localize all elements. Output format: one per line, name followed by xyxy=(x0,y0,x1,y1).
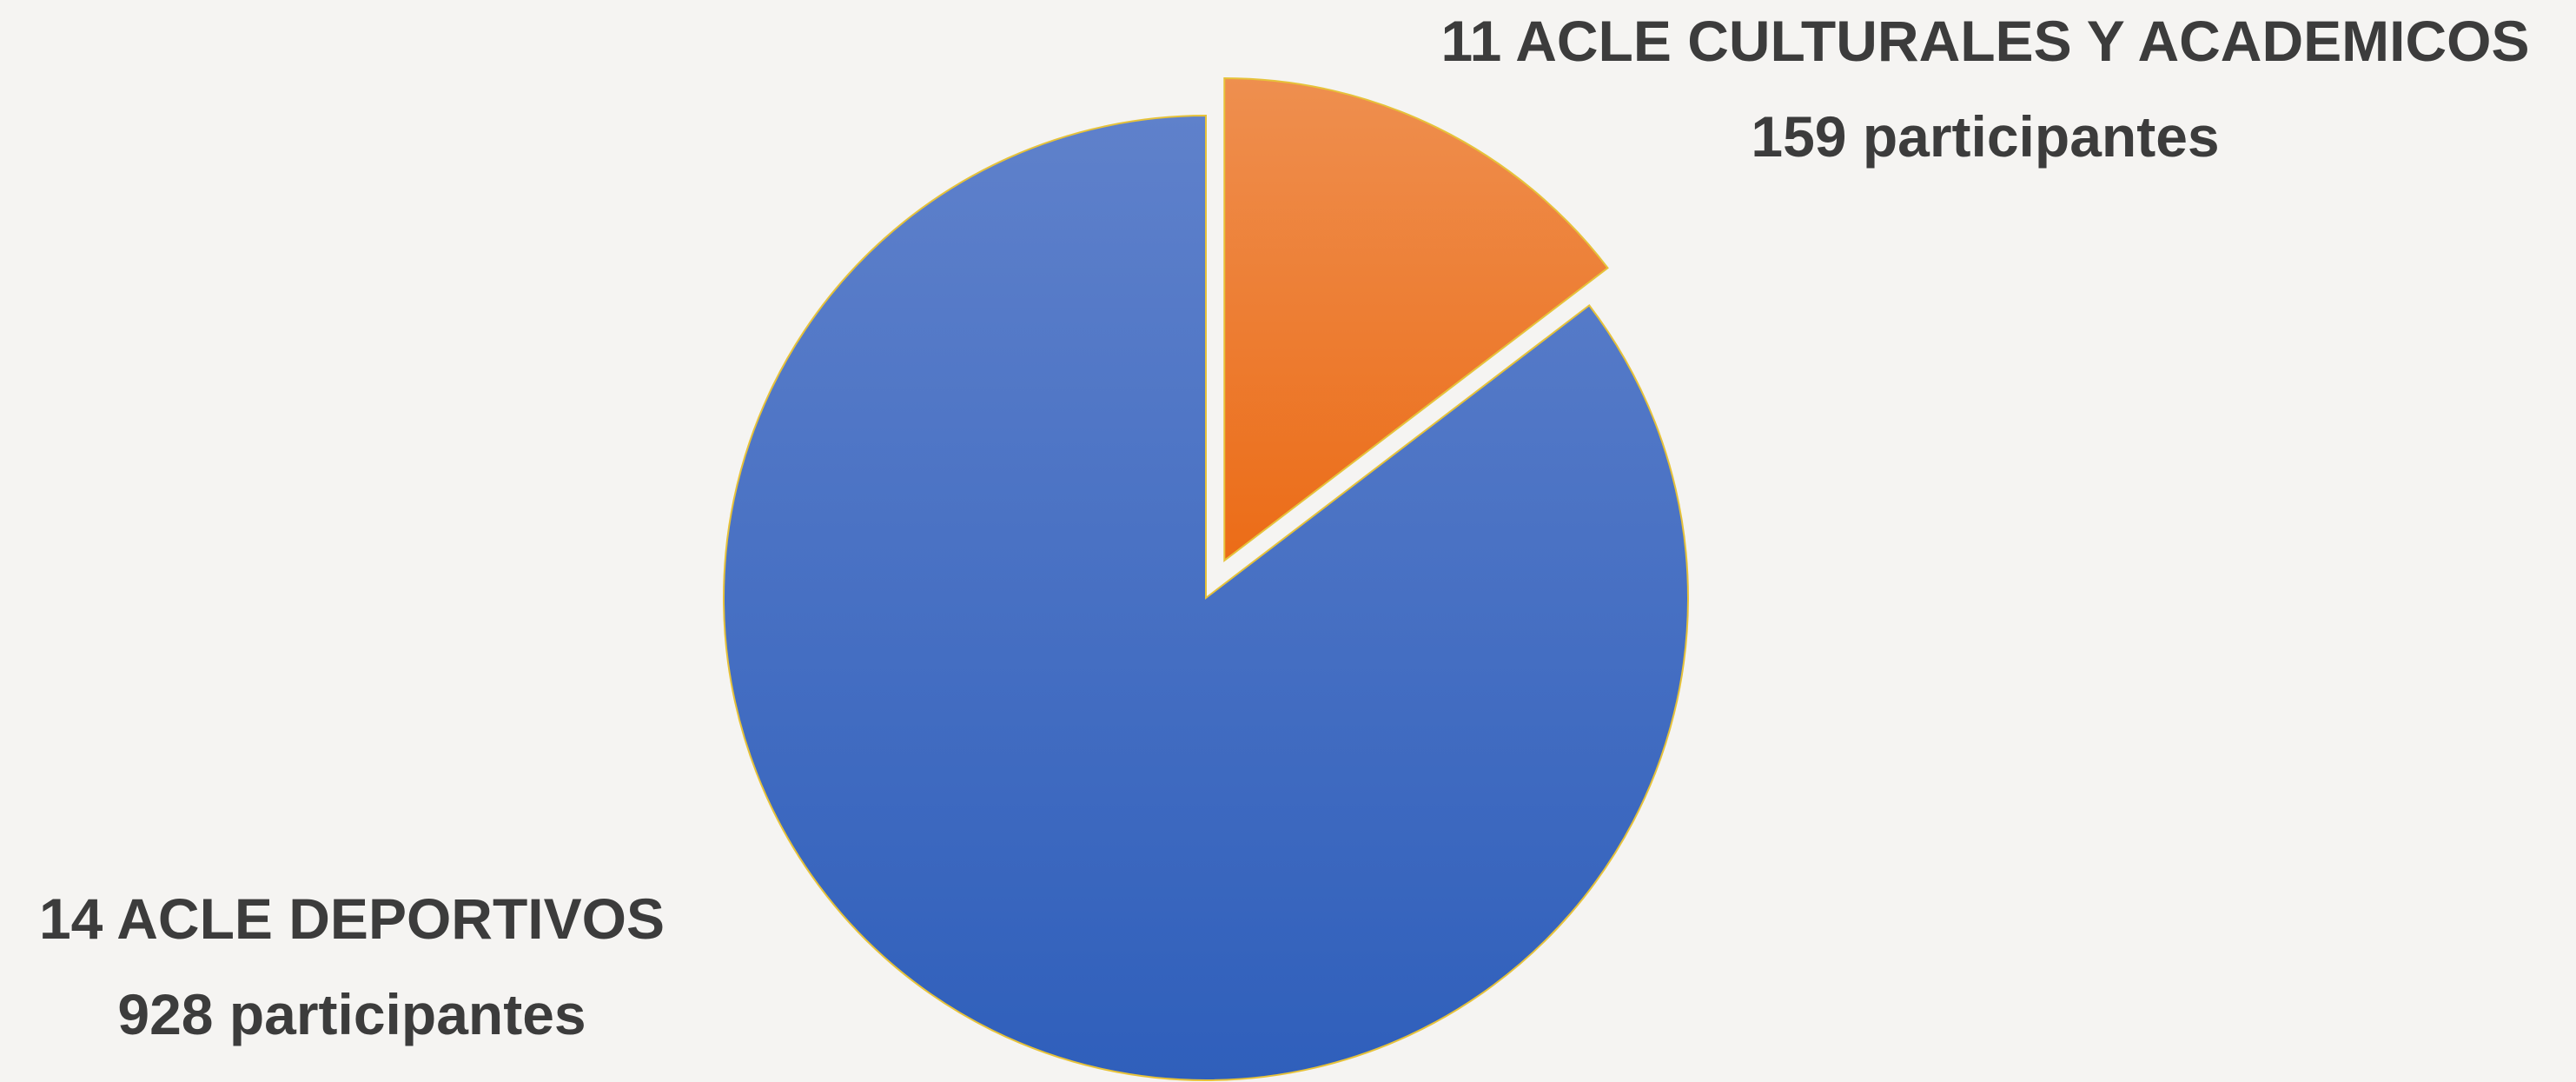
pie-slice-culturales-academicos xyxy=(1223,76,1609,563)
pie-slice-deportivos xyxy=(723,114,1689,1081)
label-deportivos-value: 928 participantes xyxy=(117,982,586,1046)
label-deportivos-name: 14 ACLE DEPORTIVOS xyxy=(39,886,665,951)
label-culturales-value: 159 participantes xyxy=(1751,104,2219,169)
label-culturales-name: 11 ACLE CULTURALES Y ACADEMICOS xyxy=(1441,9,2530,73)
